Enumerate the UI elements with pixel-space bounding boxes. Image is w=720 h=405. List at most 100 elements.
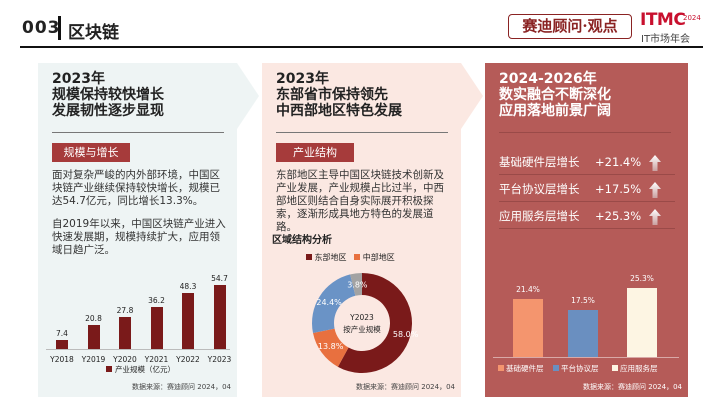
bar-value-label: 17.5%: [571, 295, 595, 305]
title-line: 规模保持较快增长: [52, 87, 164, 103]
legend-label: 中部地区: [362, 253, 395, 262]
up-arrow-icon: [649, 182, 661, 198]
legend-swatch: [106, 366, 112, 372]
donut-center-label: Y2023 按产业规模: [332, 312, 392, 336]
brand-stamp: 赛迪顾问·观点: [508, 14, 632, 39]
bar-value-label: 54.7: [211, 274, 228, 284]
panel-arrow: [237, 63, 259, 129]
slice-label: 58.0%: [393, 330, 419, 339]
panel-scale-growth: 2023年 规模保持较快增长 发展韧性逐步显现 规模与增长 面对复杂严峻的内外部…: [38, 63, 237, 397]
growth-row: 应用服务层增长 +25.3%: [499, 203, 675, 229]
bar: [56, 340, 68, 349]
growth-row: 平台协议层增长 +17.5%: [499, 176, 675, 202]
paragraph: 面对复杂严峻的内外部环境，中国区块链产业继续保持较快增长，规模已达54.7亿元，…: [52, 169, 220, 207]
up-arrow-icon: [649, 155, 661, 171]
bar: [150, 306, 163, 349]
growth-value: +25.3%: [595, 209, 642, 223]
legend-label: 基础硬件层: [506, 364, 544, 373]
legend-swatch: [498, 365, 504, 371]
legend-label: 产业规模（亿元）: [115, 365, 175, 374]
title-line: 发展韧性逐步显现: [52, 103, 164, 119]
bar-value-label: 21.4%: [516, 284, 540, 294]
growth-value: +17.5%: [595, 182, 642, 196]
x-tick-label: Y2020: [113, 355, 137, 364]
legend-label: 东部地区: [314, 253, 347, 262]
slice-label: 13.8%: [318, 342, 344, 351]
up-arrow-icon: [649, 209, 661, 225]
section-number: 003: [22, 18, 61, 38]
donut-slice: [313, 328, 349, 367]
region-donut-chart: 58.0% 13.8% 24.4% 3.8%: [312, 273, 419, 373]
panel-title: 2024-2026年 数实融合不断深化 应用落地前景广阔: [499, 71, 611, 119]
bar-value-label: 25.3%: [630, 274, 654, 284]
donut-slice: [350, 273, 362, 296]
bar: [213, 285, 226, 349]
panel-title: 2023年 规模保持较快增长 发展韧性逐步显现: [52, 71, 164, 119]
bar: [513, 298, 543, 357]
itmc-logo-subtitle: IT市场年会: [641, 34, 691, 45]
panel-industry-structure: 2023年 东部省市保持领先 中西部地区特色发展 产业结构 东部地区主导中国区块…: [262, 63, 461, 397]
growth-label: 应用服务层增长: [499, 209, 580, 223]
bar-value-label: 48.3: [179, 281, 197, 291]
legend-swatch: [354, 254, 361, 260]
divider: [276, 132, 448, 133]
data-source: 数据来源：赛迪顾问 2024，04: [132, 383, 231, 391]
bar: [627, 288, 657, 357]
chart-legend: 东部地区 中部地区: [306, 252, 395, 263]
divider: [499, 132, 671, 133]
bar-value-label: 20.8: [85, 313, 102, 323]
data-source: 数据来源：赛迪顾问 2024，04: [583, 383, 682, 391]
section-tag: 产业结构: [276, 143, 354, 162]
legend-label: 应用服务层: [620, 364, 658, 373]
chart-title: 区域结构分析: [272, 235, 332, 246]
page-title: 区块链: [68, 23, 119, 43]
growth-label: 平台协议层增长: [499, 182, 580, 196]
center-caption: 按产业规模: [343, 325, 381, 334]
x-tick-label: Y2022: [176, 355, 200, 364]
title-line: 应用落地前景广阔: [499, 103, 611, 119]
bar: [568, 309, 598, 357]
title-line: 数实融合不断深化: [499, 87, 611, 103]
x-tick-label: Y2021: [144, 355, 169, 364]
paragraph: 东部地区主导中国区块链技术创新及产业发展，产业规模占比过半，中西部地区则结合自身…: [276, 169, 444, 233]
title-line: 东部省市保持领先: [276, 87, 388, 103]
growth-row: 基础硬件层增长 +21.4%: [499, 149, 675, 175]
panel-title: 2023年 东部省市保持领先 中西部地区特色发展: [276, 71, 402, 119]
center-year: Y2023: [350, 313, 374, 322]
legend-item: 平台协议层: [553, 363, 599, 374]
bar: [87, 324, 100, 349]
divider: [52, 132, 224, 133]
legend-swatch: [612, 365, 618, 371]
itmc-logo: ITMC: [640, 10, 686, 30]
growth-label: 基础硬件层增长: [499, 155, 580, 169]
bar-value-label: 7.4: [56, 329, 68, 339]
bar: [182, 292, 194, 349]
section-tag: 规模与增长: [52, 143, 130, 162]
slice-label: 24.4%: [316, 298, 342, 307]
title-line: 2024-2026年: [499, 71, 597, 87]
legend-item: 应用服务层: [612, 363, 658, 374]
title-line: 2023年: [52, 71, 105, 87]
donut-slice: [312, 274, 356, 333]
title-line: 2023年: [276, 71, 329, 87]
x-axis: [493, 357, 679, 358]
bar-value-label: 27.8: [116, 305, 134, 315]
panel-arrow: [461, 63, 483, 129]
x-tick-label: Y2023: [207, 355, 232, 364]
panel-outlook: 2024-2026年 数实融合不断深化 应用落地前景广阔 基础硬件层增长 +21.…: [485, 63, 688, 397]
chart-legend: 产业规模（亿元）: [106, 364, 175, 375]
bar-value-label: 36.2: [148, 295, 165, 305]
bar: [119, 316, 131, 349]
title-line: 中西部地区特色发展: [276, 103, 402, 119]
itmc-logo-year: 2024: [683, 14, 701, 22]
legend-label: 平台协议层: [561, 364, 599, 373]
legend-swatch: [553, 365, 559, 371]
x-tick-label: Y2019: [81, 355, 106, 364]
growth-value: +21.4%: [595, 155, 642, 169]
donut-slice: [337, 273, 412, 373]
header-rule: [20, 46, 703, 48]
data-source: 数据来源：赛迪顾问 2024，04: [356, 383, 455, 391]
paragraph: 自2019年以来，中国区块链产业进入快速发展期，规模持续扩大，应用领域日趋广泛。: [52, 218, 226, 256]
slice-label: 3.8%: [347, 280, 368, 289]
x-tick-label: Y2018: [50, 355, 74, 364]
